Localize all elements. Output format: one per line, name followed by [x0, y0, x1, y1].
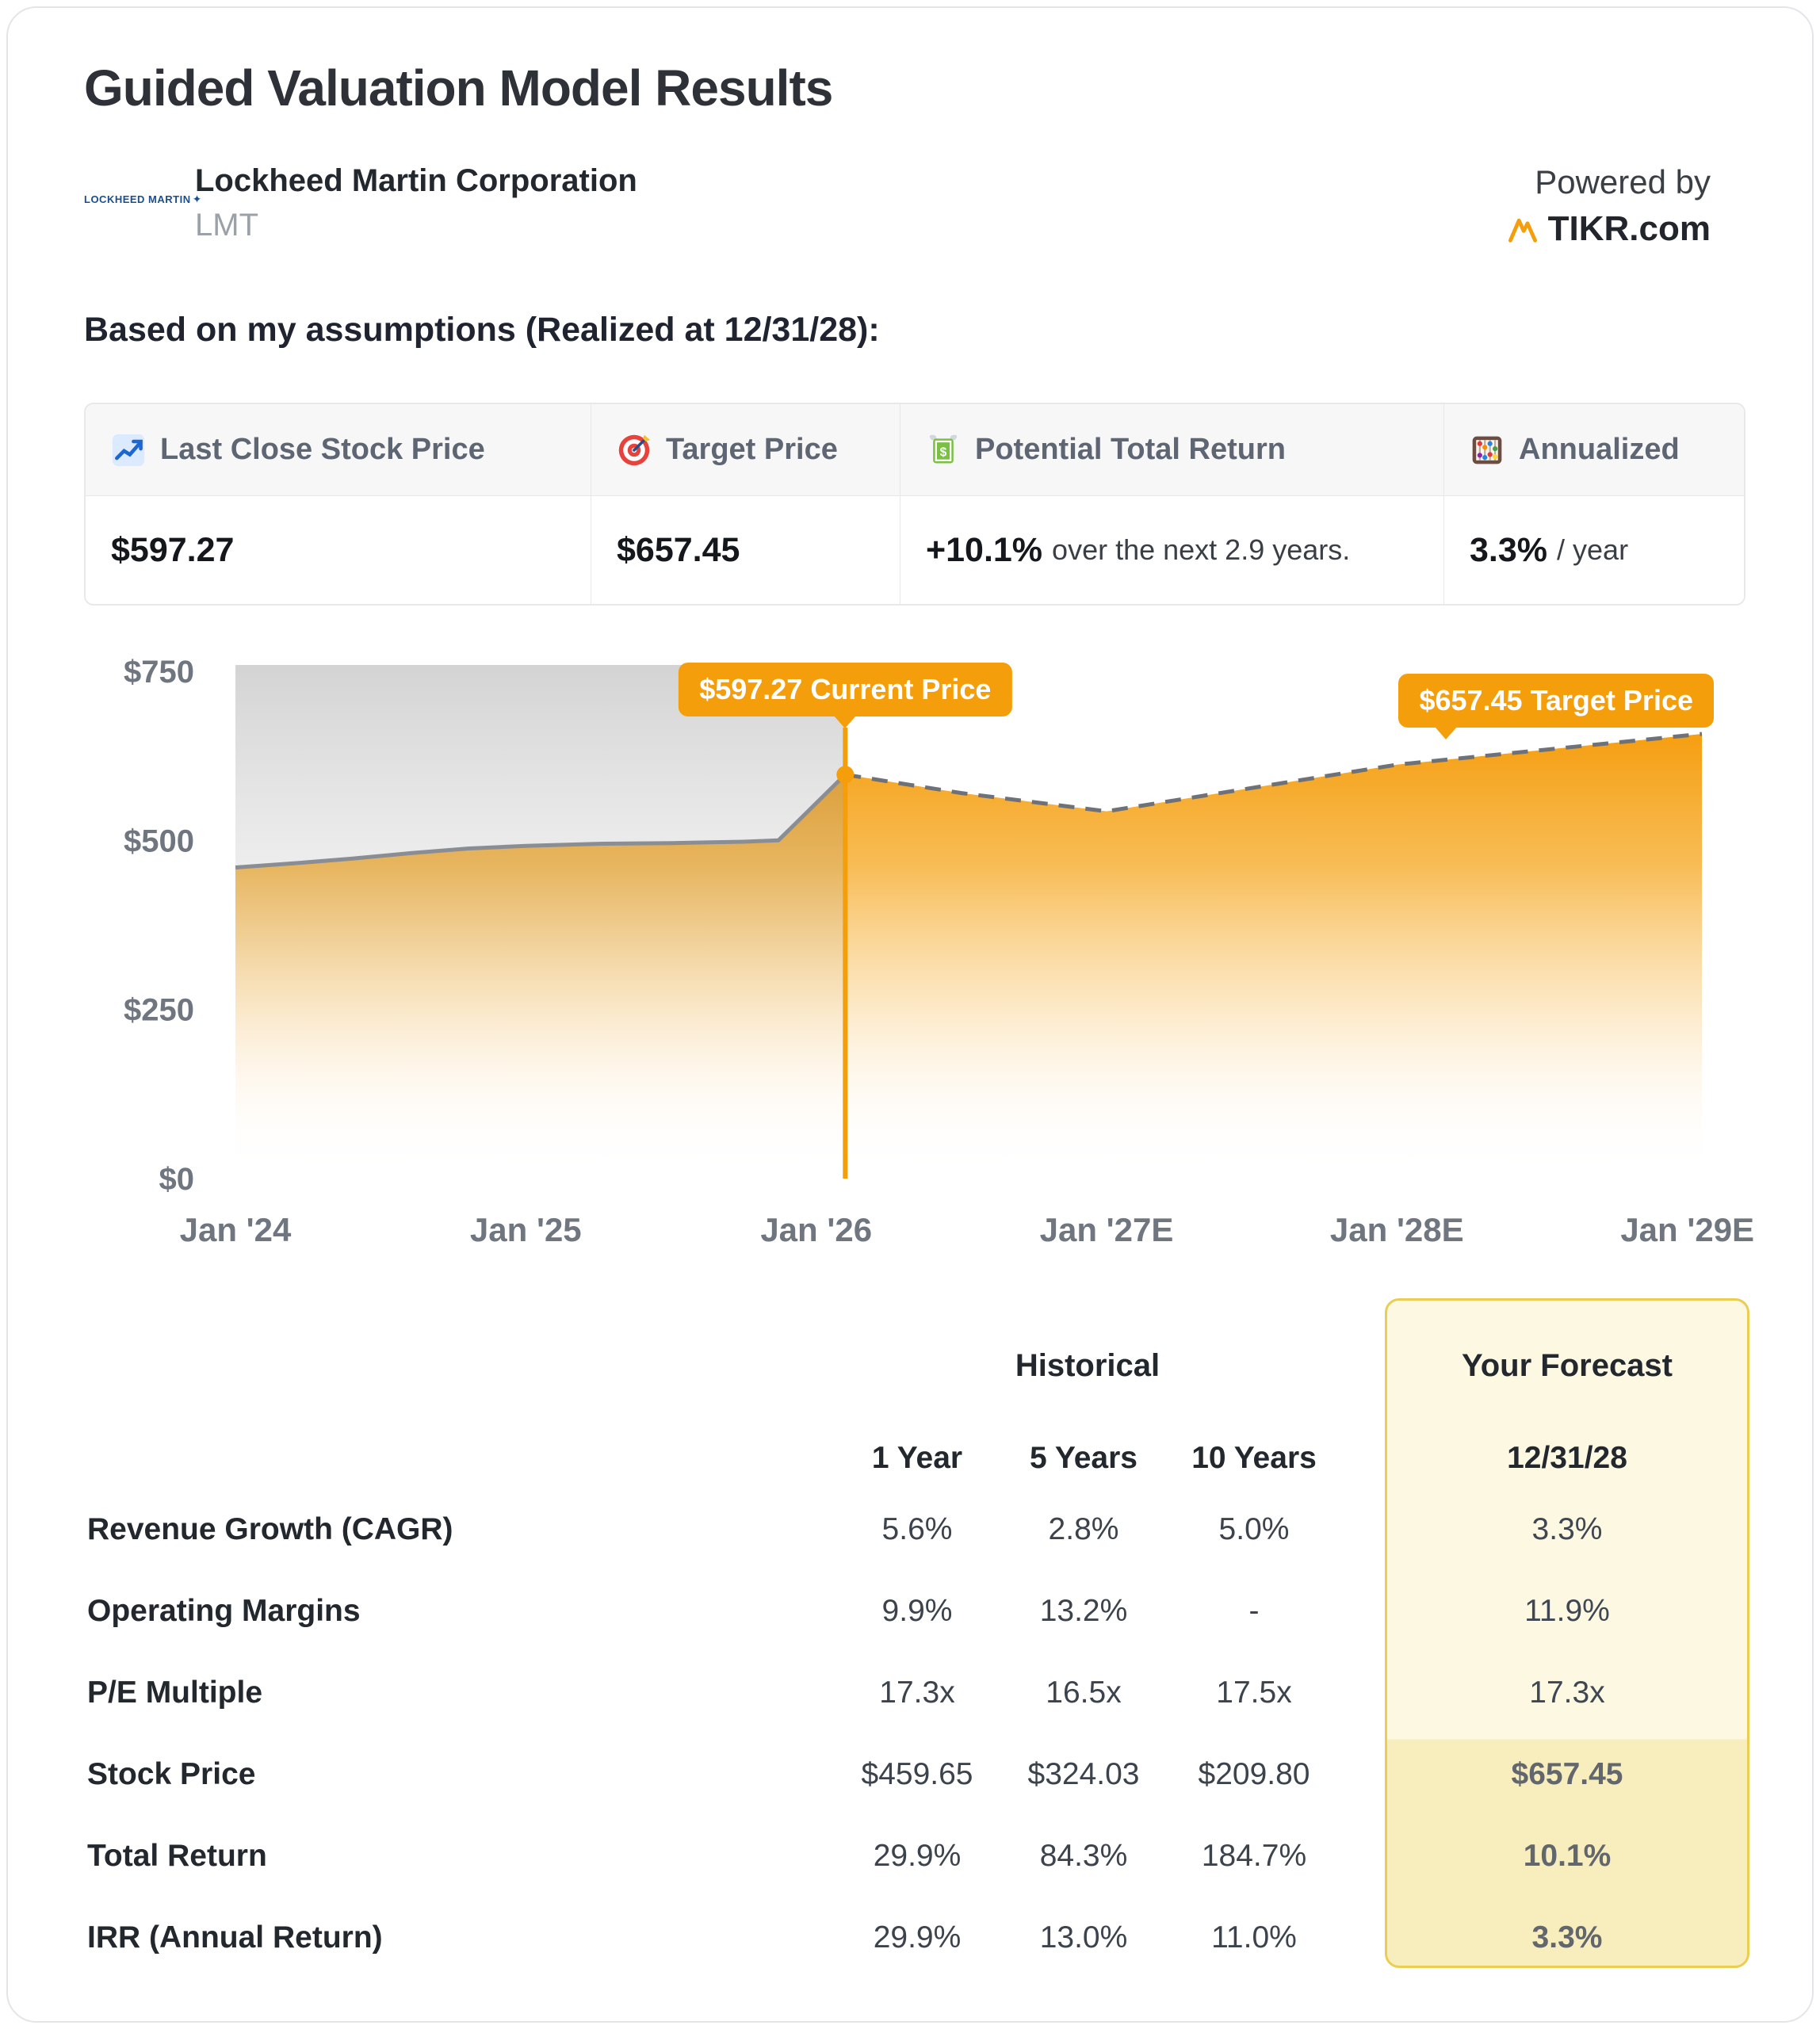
powered-by-label: Powered by [1535, 163, 1711, 201]
target-price-value: $657.45 [591, 496, 900, 604]
your-forecast-group-header: Your Forecast [1462, 1348, 1673, 1383]
row-value-10y: 17.5x [1216, 1675, 1292, 1710]
row-label: Stock Price [87, 1756, 256, 1791]
row-value-5y: $324.03 [1027, 1756, 1140, 1791]
row-value-forecast: 10.1% [1523, 1838, 1612, 1873]
summary-header-label: Target Price [666, 433, 838, 466]
table-row-pe-multiple: P/E Multiple 17.3x 16.5x 17.5x 17.3x [84, 1652, 1749, 1733]
row-value-5y: 13.2% [1039, 1593, 1128, 1628]
row-value-forecast: 3.3% [1531, 1920, 1603, 1954]
row-value-1y: 5.6% [881, 1511, 953, 1546]
summary-header-label: Potential Total Return [975, 433, 1286, 466]
current-price-tooltip: $597.27 Current Price [679, 663, 1012, 728]
summary-header-label: Annualized [1519, 433, 1680, 466]
svg-text:Jan '26: Jan '26 [760, 1211, 872, 1248]
svg-text:Jan '27E: Jan '27E [1040, 1211, 1174, 1248]
powered-by-block: Powered by TIKR.com [1507, 163, 1711, 249]
svg-text:Jan '28E: Jan '28E [1330, 1211, 1464, 1248]
row-value-1y: 9.9% [881, 1593, 953, 1628]
column-header-1-year: 1 Year [871, 1440, 963, 1475]
svg-text:Jan '25: Jan '25 [470, 1211, 582, 1248]
summary-header-target-price: Target Price [591, 404, 900, 496]
row-value-forecast: $657.45 [1511, 1756, 1623, 1791]
row-value-10y: - [1248, 1593, 1260, 1628]
svg-text:Jan '24: Jan '24 [180, 1211, 292, 1248]
historical-group-header: Historical [1015, 1348, 1160, 1383]
row-label: Total Return [87, 1838, 267, 1873]
row-value-1y: 17.3x [879, 1675, 955, 1710]
row-label: Operating Margins [87, 1593, 361, 1628]
table-row-total-return: Total Return 29.9% 84.3% 184.7% 10.1% [84, 1815, 1749, 1897]
valuation-results-card: Guided Valuation Model Results LOCKHEED … [6, 6, 1814, 2023]
table-row-stock-price: Stock Price $459.65 $324.03 $209.80 $657… [84, 1733, 1749, 1815]
money-with-wings-icon: $ [926, 433, 961, 468]
last-close-price-value: $597.27 [86, 496, 591, 604]
row-value-5y: 84.3% [1039, 1838, 1128, 1873]
summary-header-label: Last Close Stock Price [160, 433, 485, 466]
tikr-logo-icon [1507, 215, 1539, 243]
row-value-1y: 29.9% [873, 1920, 962, 1954]
company-logo: LOCKHEED MARTIN ✦ [84, 192, 202, 205]
row-value-10y: 5.0% [1218, 1511, 1290, 1546]
annualized-return-value: 3.3% / year [1444, 496, 1744, 604]
row-label: Revenue Growth (CAGR) [87, 1511, 453, 1546]
svg-text:$750: $750 [124, 655, 194, 690]
svg-text:$0: $0 [159, 1162, 195, 1197]
row-value-10y: $209.80 [1198, 1756, 1310, 1791]
chart-increasing-icon [111, 433, 146, 468]
svg-text:$250: $250 [124, 993, 194, 1028]
row-value-1y: 29.9% [873, 1838, 962, 1873]
svg-text:$500: $500 [124, 823, 194, 858]
page-title: Guided Valuation Model Results [84, 59, 833, 117]
company-ticker: LMT [195, 208, 258, 243]
stock-price-chart: $0 $250 $500 $750 Jan '24 Jan '25 Jan '26 Jan '… [49, 628, 1777, 1262]
summary-header-last-close: Last Close Stock Price [86, 404, 591, 496]
target-icon [617, 433, 652, 468]
potential-total-return-value: +10.1% over the next 2.9 years. [900, 496, 1444, 604]
tikr-brand-link[interactable]: TIKR.com [1507, 209, 1711, 249]
table-group-header-row: Historical Your Forecast [84, 1325, 1749, 1407]
column-header-10-years: 10 Years [1191, 1440, 1317, 1475]
row-value-10y: 11.0% [1211, 1920, 1297, 1954]
row-value-10y: 184.7% [1201, 1838, 1307, 1873]
summary-header-total-return: $ Potential Total Return [900, 404, 1444, 496]
your-forecast-highlight-box [1385, 1298, 1749, 1968]
svg-text:$: $ [940, 445, 947, 459]
table-column-header-row: 1 Year 5 Years 10 Years 12/31/28 [84, 1417, 1749, 1499]
lockheed-star-icon: ✦ [192, 192, 202, 205]
target-price-tooltip: $657.45 Target Price [1398, 674, 1714, 739]
row-value-1y: $459.65 [861, 1756, 973, 1791]
table-row-operating-margins: Operating Margins 9.9% 13.2% - 11.9% [84, 1570, 1749, 1652]
target-price-tooltip-label: $657.45 Target Price [1419, 684, 1693, 716]
summary-header-annualized: Annualized [1444, 404, 1744, 496]
row-value-forecast: 17.3x [1529, 1675, 1605, 1710]
company-name: Lockheed Martin Corporation [195, 163, 637, 198]
row-label: P/E Multiple [87, 1675, 263, 1710]
row-value-forecast: 3.3% [1531, 1511, 1603, 1546]
current-price-tooltip-label: $597.27 Current Price [699, 673, 992, 705]
stock-price-chart-canvas: $0 $250 $500 $750 Jan '24 Jan '25 Jan '26 Jan '… [49, 628, 1777, 1258]
row-value-5y: 2.8% [1048, 1511, 1119, 1546]
row-value-5y: 16.5x [1046, 1675, 1122, 1710]
historical-vs-forecast-table: Historical Your Forecast 1 Year 5 Years … [84, 1293, 1749, 1980]
svg-text:Jan '29E: Jan '29E [1620, 1211, 1754, 1248]
tikr-brand-label: TIKR.com [1547, 209, 1711, 248]
table-row-irr: IRR (Annual Return) 29.9% 13.0% 11.0% 3.… [84, 1897, 1749, 1978]
row-value-5y: 13.0% [1039, 1920, 1128, 1954]
assumptions-heading: Based on my assumptions (Realized at 12/… [84, 311, 880, 349]
row-label: IRR (Annual Return) [87, 1920, 383, 1954]
table-row-revenue-growth: Revenue Growth (CAGR) 5.6% 2.8% 5.0% 3.3… [84, 1488, 1749, 1570]
column-header-5-years: 5 Years [1030, 1440, 1138, 1475]
row-value-forecast: 11.9% [1524, 1593, 1610, 1628]
abacus-icon [1470, 433, 1505, 468]
column-header-forecast-date: 12/31/28 [1507, 1440, 1627, 1475]
summary-table: Last Close Stock Price Target Price $ Po… [84, 403, 1745, 606]
